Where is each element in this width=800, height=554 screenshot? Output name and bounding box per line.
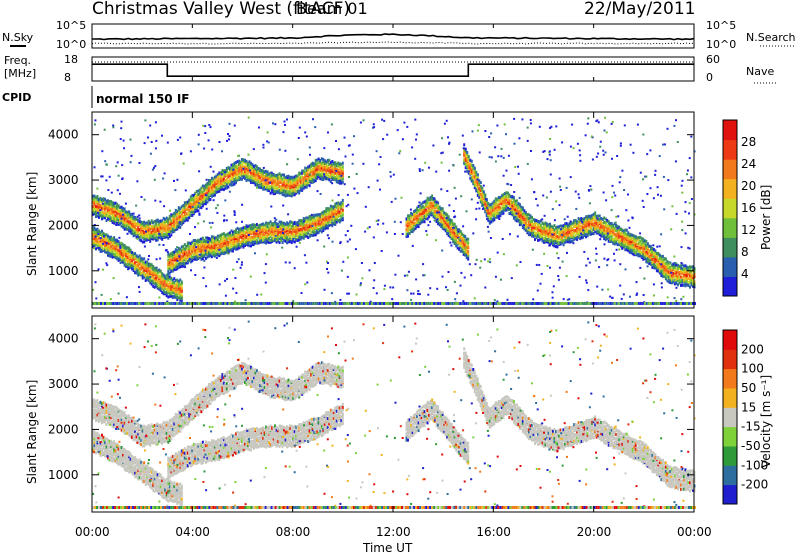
y-tick-label: 3000	[48, 173, 79, 187]
colorbar-swatch	[723, 369, 737, 389]
nsky-line	[92, 34, 694, 40]
freq-tick-bottom: 8	[64, 71, 71, 84]
freq-label-line2: [MHz]	[4, 67, 36, 80]
nsearch-tick-top: 10^5	[706, 19, 736, 32]
colorbar-swatch	[723, 140, 737, 160]
freq-tick-top: 18	[64, 53, 78, 66]
x-tick-label: 00:00	[75, 525, 110, 539]
colorbar-swatch	[723, 159, 737, 179]
velocity-colorbar-label: Velocity [m s⁻¹]	[759, 375, 773, 468]
nsearch-tick-bottom: 10^0	[706, 38, 736, 51]
colorbar-swatch	[723, 198, 737, 218]
nsky-tick-top: 10^5	[56, 19, 86, 32]
date-label: 22/May/2011	[584, 0, 696, 19]
colorbar-tick-label: 4	[741, 267, 749, 281]
nsearch-label: N.Search	[746, 31, 796, 44]
colorbar-swatch	[723, 465, 737, 485]
x-tick-label: 20:00	[577, 525, 612, 539]
power-colorbar-label: Power [dB]	[759, 185, 773, 250]
colorbar-swatch	[723, 427, 737, 447]
colorbar-tick-label: 28	[741, 135, 756, 149]
cpid-panel: CPID normal 150 IF	[2, 86, 190, 108]
colorbar-swatch	[723, 330, 737, 350]
colorbar-swatch	[723, 257, 737, 277]
colorbar-tick-label: -15	[741, 420, 761, 434]
velocity-echoes	[92, 321, 696, 509]
cpid-label: CPID	[2, 91, 31, 104]
power-echoes	[92, 117, 696, 305]
y-tick-label: 4000	[48, 128, 79, 142]
power-panel: Slant Range [km] 1000 2000 3000 4000 28 24 20…	[25, 112, 773, 308]
power-colorbar: 28 24 20 16 12 8 4	[723, 120, 756, 297]
y-tick-label: 2000	[48, 218, 79, 232]
velocity-ylabel: Slant Range [km]	[25, 380, 39, 484]
colorbar-tick-label: 20	[741, 179, 756, 193]
colorbar-swatch	[723, 237, 737, 257]
power-y-ticks: 1000 2000 3000 4000	[48, 128, 694, 278]
colorbar-tick-label: 100	[741, 362, 764, 376]
colorbar-tick-label: 12	[741, 223, 756, 237]
colorbar-swatch	[723, 485, 737, 505]
colorbar-swatch	[723, 276, 737, 296]
colorbar-tick-label: 200	[741, 342, 764, 356]
colorbar-swatch	[723, 446, 737, 466]
colorbar-tick-label: 50	[741, 381, 756, 395]
nsky-panel: N.Sky 10^5 10^0 10^5 10^0 N.Search	[2, 19, 796, 51]
y-tick-label: 3000	[48, 377, 79, 391]
colorbar-swatch	[723, 179, 737, 199]
y-tick-label: 4000	[48, 332, 79, 346]
colorbar-tick-label: 16	[741, 201, 756, 215]
nave-label: Nave	[746, 65, 774, 78]
velocity-panel: Slant Range [km] 1000 2000 3000 4000 200 100…	[25, 316, 773, 512]
colorbar-tick-label: -50	[741, 439, 761, 453]
freq-panel: Freq. [MHz] 18 8 60 0 Nave	[4, 53, 778, 84]
y-tick-label: 2000	[48, 422, 79, 436]
colorbar-swatch	[723, 349, 737, 369]
nave-tick-top: 60	[706, 53, 720, 66]
freq-label-line1: Freq.	[4, 54, 31, 67]
colorbar-tick-label: 8	[741, 245, 749, 259]
y-tick-label: 1000	[48, 468, 79, 482]
nsky-label: N.Sky	[2, 31, 34, 44]
beam-label: Beam 01	[296, 0, 368, 18]
x-axis-label: Time UT	[362, 541, 413, 554]
power-ylabel: Slant Range [km]	[25, 172, 39, 276]
colorbar-tick-label: 24	[741, 157, 756, 171]
nave-tick-bottom: 0	[706, 71, 713, 84]
colorbar-swatch	[723, 218, 737, 238]
y-tick-label: 1000	[48, 264, 79, 278]
frequency-line	[92, 64, 694, 76]
colorbar-tick-label: 15	[741, 400, 756, 414]
x-tick-label: 12:00	[376, 525, 411, 539]
nsky-tick-bottom: 10^0	[56, 38, 86, 51]
nsearch-line	[92, 42, 694, 44]
velocity-y-ticks: 1000 2000 3000 4000	[48, 332, 694, 482]
x-tick-label: 16:00	[476, 525, 511, 539]
colorbar-tick-label: -200	[741, 478, 768, 492]
colorbar-swatch	[723, 407, 737, 427]
x-tick-label: 04:00	[175, 525, 210, 539]
x-tick-label: 00:00	[677, 525, 712, 539]
x-tick-label: 08:00	[276, 525, 311, 539]
cpid-value: normal 150 IF	[96, 92, 190, 106]
colorbar-swatch	[723, 388, 737, 408]
colorbar-swatch	[723, 120, 737, 140]
